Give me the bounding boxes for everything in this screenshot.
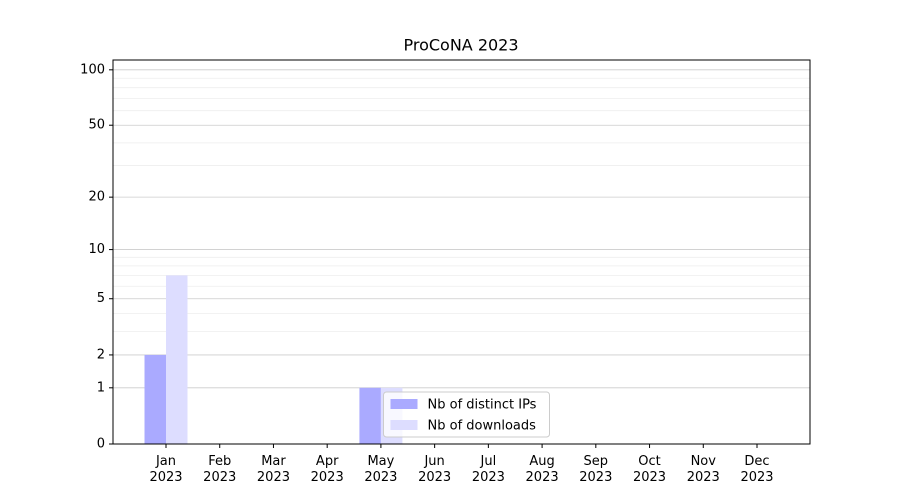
x-tick-label: Dec 2023 <box>740 454 773 485</box>
bar <box>359 387 381 444</box>
legend-label: Nb of distinct IPs <box>428 398 537 413</box>
bar <box>144 354 166 444</box>
x-tick-label: Mar 2023 <box>257 454 290 485</box>
x-tick-label: Jul 2023 <box>472 454 505 485</box>
plot-frame <box>112 59 811 445</box>
legend-swatch <box>390 399 418 409</box>
legend-label: Nb of downloads <box>428 419 537 434</box>
x-tick-label: Nov 2023 <box>687 454 720 485</box>
x-tick-label: Oct 2023 <box>633 454 666 485</box>
y-tick-label: 10 <box>88 242 105 257</box>
y-tick-label: 1 <box>97 380 105 395</box>
bar <box>166 275 188 444</box>
legend-box <box>383 391 550 438</box>
x-tick-label: Jun 2023 <box>418 454 451 485</box>
x-tick-label: Aug 2023 <box>526 454 559 485</box>
y-tick-label: 5 <box>97 291 105 306</box>
x-tick-label: May 2023 <box>364 454 397 485</box>
x-tick-label: Feb 2023 <box>203 454 236 485</box>
y-tick-label: 20 <box>88 190 105 205</box>
legend-swatch <box>390 420 418 430</box>
y-tick-label: 50 <box>88 118 105 133</box>
y-tick-label: 2 <box>97 347 105 362</box>
y-tick-label: 0 <box>97 437 105 452</box>
x-tick-label: Jan 2023 <box>149 454 182 485</box>
x-tick-label: Sep 2023 <box>579 454 612 485</box>
y-tick-label: 100 <box>80 62 105 77</box>
legend: Nb of distinct IPs Nb of downloads <box>383 391 550 438</box>
chart-title: ProCoNA 2023 <box>403 36 518 55</box>
x-tick-label: Apr 2023 <box>311 454 344 485</box>
